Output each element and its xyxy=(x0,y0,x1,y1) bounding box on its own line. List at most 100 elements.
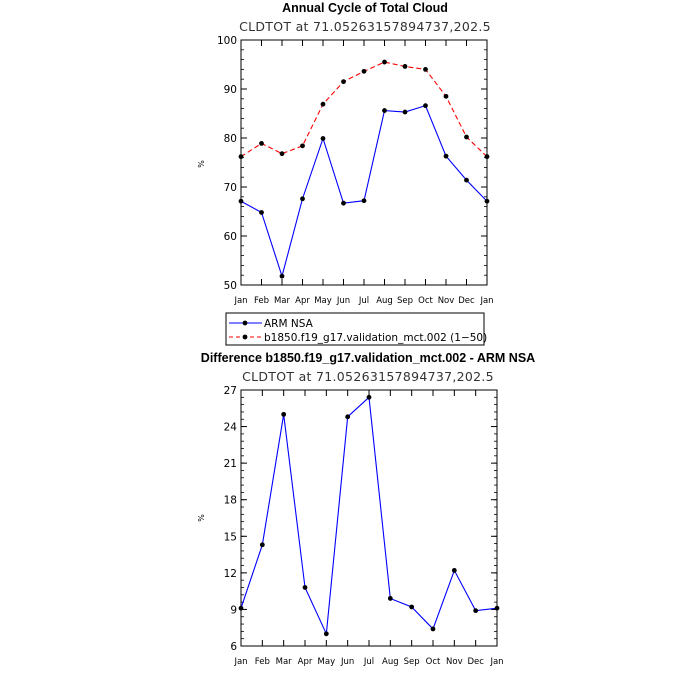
chart1-series-line-0 xyxy=(240,104,488,279)
chart2-series-0-point xyxy=(259,542,265,548)
chart2-ytick-label: 27 xyxy=(224,385,237,397)
chart1-xtick-label: May xyxy=(314,296,332,306)
chart2-ytick-label: 15 xyxy=(224,531,237,543)
chart2-series-0-point xyxy=(345,414,351,420)
chart2-ytick-label: 24 xyxy=(224,422,238,434)
chart2-axes: 6 9 12 15 18 21 24 27 Jan Feb Mar Apr May Jun Jul Aug Se… xyxy=(224,385,504,667)
chart2-series-0-point xyxy=(366,394,372,400)
chart2-series-line-0 xyxy=(240,396,498,636)
chart1-series-line-1 xyxy=(240,61,488,158)
chart1-series-0-point xyxy=(361,198,367,204)
chart2-series-0-point xyxy=(281,411,287,417)
chart1-series-1-point xyxy=(320,101,326,107)
chart1-series-0-point xyxy=(464,177,469,183)
chart2-series-0-point xyxy=(430,626,436,632)
chart2-title: Difference b1850.f19_g17.validation_mct.… xyxy=(201,351,535,365)
chart2-xtick-label: Dec xyxy=(467,657,484,667)
chart1-y-unit: % xyxy=(197,160,206,168)
chart1-series-0-point xyxy=(484,198,490,204)
chart2-series xyxy=(238,394,500,637)
chart2-xtick-label: Oct xyxy=(426,657,441,667)
chart1-series-1-point xyxy=(300,143,305,149)
chart1-ytick-label: 60 xyxy=(224,231,237,243)
chart2-series-0-point xyxy=(451,568,457,573)
chart1-xtick-label: Apr xyxy=(295,296,310,306)
chart2-xtick-label: Nov xyxy=(446,657,463,667)
chart2-ytick-label: 18 xyxy=(224,495,237,507)
chart1-ytick-label: 70 xyxy=(224,182,237,194)
chart2-xtick-label: Jan xyxy=(489,657,503,667)
chart1-xtick-label: Jan xyxy=(479,296,493,306)
legend-box xyxy=(225,312,485,346)
chart1-xtick-label: Jun xyxy=(336,296,350,306)
chart1-series-0-point xyxy=(279,273,285,279)
chart1-ytick-label: 50 xyxy=(224,280,237,292)
chart2-xtick-label: Jun xyxy=(340,657,354,667)
chart2-xtick-label: May xyxy=(318,657,336,667)
chart1-series-1-point xyxy=(484,154,490,160)
chart1-xtick-label: Dec xyxy=(458,296,475,306)
chart2-plot-frame xyxy=(240,389,498,647)
chart2-xtick-label: Sep xyxy=(404,657,420,667)
legend-label-model: b1850.f19_g17.validation_mct.002 (1−50) xyxy=(264,332,487,344)
chart1-xtick-label: Mar xyxy=(274,296,291,306)
chart1-xtick-label: Sep xyxy=(397,296,413,306)
legend-marker-model xyxy=(242,334,248,340)
chart1-plot-frame xyxy=(240,39,488,286)
chart1-series-0-point xyxy=(382,108,387,113)
chart1-ytick-label: 80 xyxy=(224,133,237,145)
chart1-series-1-point xyxy=(443,93,449,99)
chart1-xtick-label: Feb xyxy=(254,296,269,306)
chart1-xtick-label: Oct xyxy=(418,296,433,306)
chart1-series-0-point xyxy=(443,153,449,159)
chart2-ytick-label: 9 xyxy=(230,604,237,616)
chart1-series-1-point xyxy=(382,59,387,65)
chart1-series-1-point xyxy=(423,67,428,72)
chart1-title: Annual Cycle of Total Cloud xyxy=(282,1,448,15)
chart1-axes: 50 60 70 80 90 100 Jan Feb Mar Apr May Jun Jul Aug Sep… xyxy=(217,35,494,306)
chart2-subtitle: CLDTOT at 71.05263157894737,202.5 xyxy=(242,369,494,384)
chart1-series-1-point xyxy=(259,140,264,146)
chart2-xtick-label: Jan xyxy=(233,657,247,667)
chart1-series xyxy=(238,59,490,279)
chart1-series-1-point xyxy=(361,68,367,74)
chart2-xtick-label: Feb xyxy=(255,657,270,667)
chart1-series-0-point xyxy=(320,136,326,141)
chart1-series-0-point xyxy=(238,198,244,204)
chart2-y-unit: % xyxy=(197,514,206,522)
legend-marker-arm-nsa xyxy=(242,320,248,326)
chart1-legend: ARM NSA b1850.f19_g17.validation_mct.002… xyxy=(225,312,487,346)
chart-difference: Difference b1850.f19_g17.validation_mct.… xyxy=(197,351,535,667)
chart1-series-0-point xyxy=(300,196,305,202)
chart1-series-1-point xyxy=(464,134,469,140)
chart2-series-0-point xyxy=(387,596,393,601)
chart1-xtick-label: Aug xyxy=(376,296,393,306)
chart2-series-0-point xyxy=(302,585,308,590)
chart1-series-1-point xyxy=(341,79,346,85)
chart2-xtick-label: Mar xyxy=(276,657,293,667)
chart2-series-0-point xyxy=(494,605,500,611)
chart1-series-0-point xyxy=(423,103,428,109)
chart1-series-0-point xyxy=(259,210,264,215)
chart1-subtitle: CLDTOT at 71.05263157894737,202.5 xyxy=(239,19,491,34)
chart2-series-0-point xyxy=(323,631,329,637)
chart1-series-0-point xyxy=(402,109,408,115)
chart1-series-1-point xyxy=(402,64,408,69)
chart2-xtick-label: Apr xyxy=(298,657,313,667)
chart1-xtick-label: Nov xyxy=(438,296,455,306)
chart2-xtick-label: Aug xyxy=(382,657,399,667)
chart1-ytick-label: 100 xyxy=(217,35,237,47)
chart2-xtick-label: Jul xyxy=(363,657,374,667)
chart2-ytick-label: 6 xyxy=(230,641,237,653)
chart2-ytick-label: 21 xyxy=(224,458,237,470)
chart1-ytick-label: 90 xyxy=(224,84,237,96)
chart1-series-0-point xyxy=(341,200,346,206)
chart2-series-0-point xyxy=(238,605,244,611)
chart-annual-cycle: Annual Cycle of Total Cloud CLDTOT at 71… xyxy=(197,1,494,346)
chart1-series-1-point xyxy=(279,151,285,157)
chart2-ytick-label: 12 xyxy=(224,568,237,580)
chart1-xtick-label: Jan xyxy=(233,296,247,306)
legend-label-arm-nsa: ARM NSA xyxy=(264,318,314,330)
chart1-series-1-point xyxy=(238,154,244,160)
